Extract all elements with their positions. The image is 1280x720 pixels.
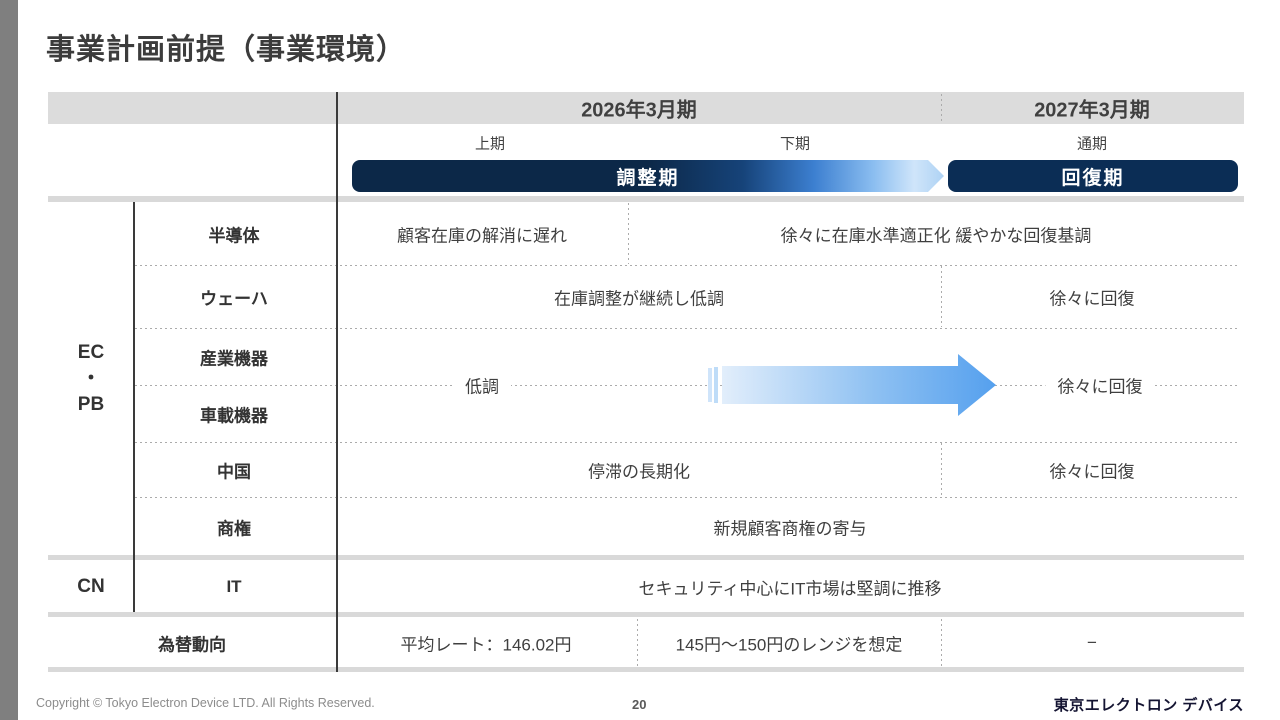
header-fy2026: 2026年3月期 — [581, 99, 697, 122]
left-accent-bar — [0, 0, 18, 720]
row-label-semiconductor: 半導体 — [208, 226, 260, 246]
row-label-automotive: 車載機器 — [200, 406, 268, 426]
row-divider — [135, 497, 1240, 498]
header-fy2027: 2027年3月期 — [1034, 99, 1150, 122]
row-label-it: IT — [226, 577, 242, 596]
row-divider — [135, 328, 1240, 329]
row-label-china: 中国 — [217, 462, 251, 482]
header-column-divider — [941, 94, 942, 122]
table-group-vline — [133, 202, 135, 612]
cell-rights-all: 新規顧客商権の寄与 — [713, 519, 867, 539]
cell-divider-fx-1 — [637, 619, 638, 666]
recovery-arrow-icon — [708, 354, 996, 416]
cell-divider-fx-2 — [941, 619, 942, 666]
row-divider — [135, 442, 1240, 443]
label-full-year: 通期 — [1076, 135, 1108, 153]
row-label-industrial: 産業機器 — [200, 349, 268, 369]
cell-semi-h2: 徐々に在庫水準適正化 緩やかな回復基調 — [780, 226, 1092, 246]
cell-divider-wafer — [941, 266, 942, 327]
adjustment-phase-bar: 調整期 — [352, 160, 944, 192]
cell-divider-china — [941, 443, 942, 496]
cell-fx-h2: 145円～150円のレンジを想定 — [675, 635, 903, 655]
separator-band — [48, 612, 1244, 617]
copyright-text: Copyright © Tokyo Electron Device LTD. A… — [36, 696, 375, 710]
recovery-phase-label: 回復期 — [1061, 167, 1125, 189]
cell-divider-semi — [628, 203, 629, 264]
group-label-ecpb: EC ・ PB — [78, 340, 104, 418]
table-main-vline — [336, 92, 338, 672]
cell-china-fy27: 徐々に回復 — [1049, 462, 1135, 482]
row-label-rights: 商権 — [217, 519, 251, 539]
cell-ecpb-recover: 徐々に回復 — [1045, 372, 1155, 398]
cell-wafer-fy27: 徐々に回復 — [1049, 289, 1135, 309]
group-ecpb-line1: EC — [77, 342, 105, 363]
page-title: 事業計画前提（事業環境） — [46, 34, 407, 66]
adjustment-phase-label: 調整期 — [616, 167, 680, 189]
page-number: 20 — [632, 697, 647, 712]
fiscal-year-header-band — [48, 92, 1244, 124]
cell-it-all: セキュリティ中心にIT市場は堅調に推移 — [638, 579, 942, 599]
row-label-wafer: ウェーハ — [200, 289, 268, 309]
group-ecpb-line3: PB — [77, 394, 105, 415]
label-second-half: 下期 — [779, 135, 811, 153]
separator-band — [48, 196, 1244, 202]
row-divider — [135, 265, 1240, 266]
row-label-fx: 為替動向 — [158, 635, 226, 655]
label-first-half: 上期 — [474, 135, 506, 153]
cell-fx-fy27: − — [1087, 633, 1097, 652]
separator-band — [48, 555, 1244, 560]
cell-semi-h1: 顧客在庫の解消に遅れ — [397, 226, 567, 246]
cell-china-fy26: 停滞の長期化 — [588, 462, 690, 482]
cell-fx-h1: 平均レート：146.02円 — [400, 635, 572, 655]
row-divider-leader — [135, 385, 1240, 386]
company-logo: 東京エレクトロン デバイス — [1053, 697, 1244, 714]
separator-band — [48, 667, 1244, 672]
group-ecpb-line2: ・ — [81, 368, 101, 389]
recovery-phase-bar: 回復期 — [948, 160, 1238, 192]
group-label-cn: CN — [77, 576, 105, 597]
cell-ecpb-low: 低調 — [453, 372, 511, 398]
cell-wafer-fy26: 在庫調整が継続し低調 — [554, 289, 724, 309]
